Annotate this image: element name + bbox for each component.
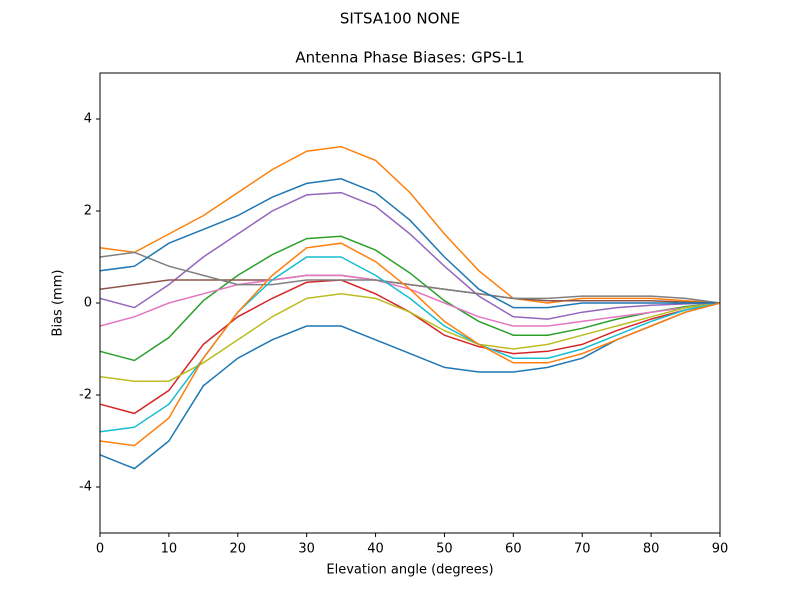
series-line	[99, 293, 721, 382]
series-line	[99, 242, 721, 447]
chart-title: Antenna Phase Biases: GPS-L1	[295, 49, 524, 67]
series-line	[99, 178, 720, 309]
series-line	[99, 145, 721, 304]
y-axis-label: Bias (mm)	[51, 270, 66, 337]
series-line	[99, 235, 721, 362]
series-line	[99, 191, 721, 320]
x-tick-label: 0	[96, 542, 104, 557]
x-tick-label: 50	[436, 542, 453, 557]
x-tick-label: 30	[298, 542, 315, 557]
series-line	[99, 251, 721, 304]
x-tick-label: 10	[161, 542, 178, 557]
y-tick-label: 0	[84, 296, 92, 311]
y-tick-label: -4	[79, 480, 92, 495]
y-tick-label: 4	[84, 112, 92, 127]
y-tick-label: -2	[79, 388, 92, 403]
y-tick-label: 2	[84, 204, 92, 219]
x-tick-label: 70	[574, 542, 591, 557]
x-tick-label: 80	[643, 542, 660, 557]
x-axis-label: Elevation angle (degrees)	[326, 563, 493, 578]
series-line	[99, 256, 721, 433]
x-tick-label: 60	[505, 542, 522, 557]
x-tick-label: 90	[712, 542, 729, 557]
suptitle: SITSA100 NONE	[340, 10, 460, 28]
x-tick-label: 40	[367, 542, 384, 557]
x-tick-label: 20	[230, 542, 247, 557]
